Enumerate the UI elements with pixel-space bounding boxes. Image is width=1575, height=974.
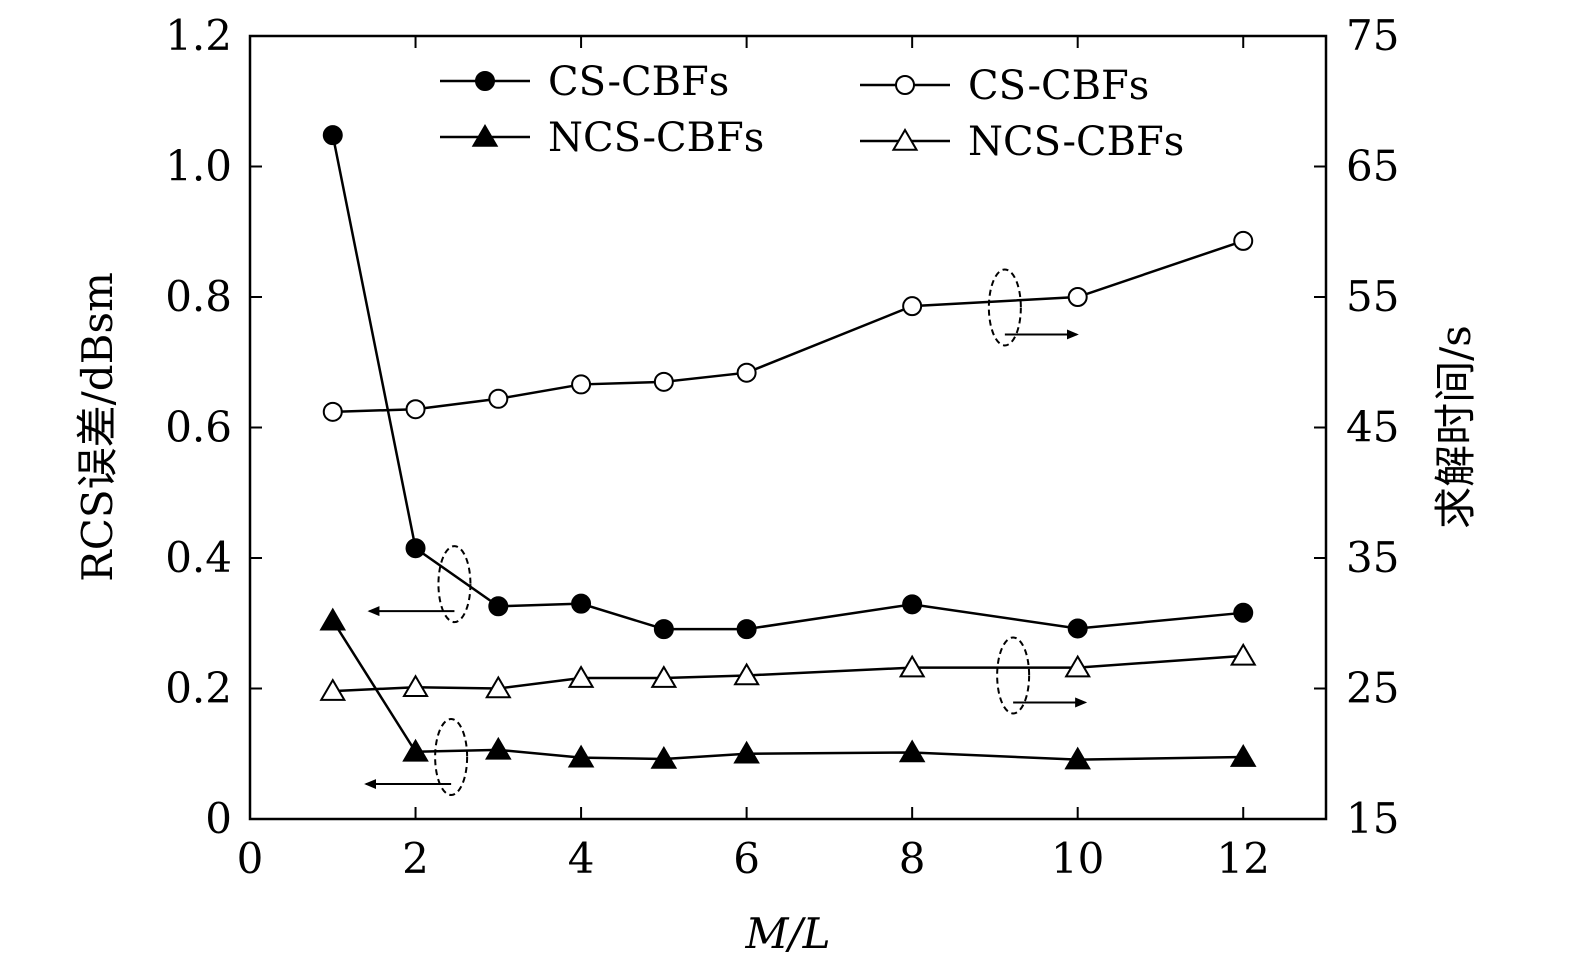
data-point xyxy=(571,593,592,614)
data-point xyxy=(475,71,495,91)
data-point xyxy=(488,596,509,617)
legend-label: NCS-CBFs xyxy=(968,119,1184,165)
y-right-tick-label: 65 xyxy=(1346,142,1399,191)
data-point xyxy=(485,675,512,699)
data-point xyxy=(1233,602,1254,623)
x-tick-label: 2 xyxy=(402,834,429,883)
y-axis-right-title: 求解时间/s xyxy=(1431,325,1480,529)
y-left-tick-label: 0 xyxy=(205,794,232,843)
data-point xyxy=(650,665,678,688)
series-layer xyxy=(319,125,1257,770)
data-point xyxy=(471,124,499,147)
axis-indicator-ellipse xyxy=(434,718,469,797)
y-right-tick-label: 35 xyxy=(1346,533,1399,582)
x-axis-title: M/L xyxy=(744,909,830,958)
data-point xyxy=(1229,744,1257,767)
data-point xyxy=(571,374,592,395)
x-tick-label: 6 xyxy=(733,834,760,883)
data-point xyxy=(488,388,509,409)
y-right-tick-label: 15 xyxy=(1346,794,1399,843)
data-point xyxy=(567,665,595,688)
x-tick-label: 4 xyxy=(568,834,595,883)
y-left-tick-label: 1.0 xyxy=(165,142,232,191)
legend-entry: NCS-CBFs xyxy=(860,119,1184,165)
y-right-tick-label: 55 xyxy=(1346,272,1399,321)
series-group xyxy=(319,642,1257,701)
axis-indicator-ellipse xyxy=(996,636,1031,715)
data-point xyxy=(898,739,926,763)
data-point xyxy=(891,128,919,151)
data-point xyxy=(1233,230,1254,251)
series-line xyxy=(331,134,1244,631)
legend: CS-CBFs NCS-CBFs CS-CBFs NCS-CBFs xyxy=(440,59,1184,165)
data-point xyxy=(650,745,678,769)
x-tick-label: 10 xyxy=(1051,834,1104,883)
data-point xyxy=(1229,642,1257,666)
legend-entry: NCS-CBFs xyxy=(440,115,764,161)
series-group xyxy=(322,125,1254,640)
x-tick-label: 0 xyxy=(237,834,264,883)
data-point xyxy=(402,674,429,697)
data-point xyxy=(485,736,512,760)
data-point xyxy=(902,594,923,615)
data-point xyxy=(402,738,429,762)
data-point xyxy=(319,607,347,631)
legend-label: CS-CBFs xyxy=(968,63,1149,109)
series-line xyxy=(332,239,1244,414)
data-point xyxy=(1064,746,1091,770)
data-point xyxy=(322,401,343,422)
series-line xyxy=(331,619,1244,761)
ticks: 0 2 4 6 8 10 12 0 0.2 0.4 0.6 0.8 1.0 1.2 15 25 35 45 55 65… xyxy=(165,11,1399,883)
legend-entry: CS-CBFs xyxy=(860,63,1149,109)
data-point xyxy=(898,654,926,678)
data-point xyxy=(322,125,343,146)
y-right-tick-label: 75 xyxy=(1346,11,1399,60)
x-tick-label: 12 xyxy=(1217,834,1270,883)
data-point xyxy=(1064,654,1091,678)
data-point xyxy=(895,75,915,95)
x-tick-label: 8 xyxy=(899,834,926,883)
data-point xyxy=(1067,618,1088,639)
data-point xyxy=(653,619,674,640)
y-left-tick-label: 0.8 xyxy=(165,272,232,321)
data-point xyxy=(733,740,760,764)
series-group xyxy=(319,607,1257,770)
legend-label: NCS-CBFs xyxy=(548,115,764,161)
data-point xyxy=(653,371,674,392)
y-left-tick-label: 0.2 xyxy=(165,664,232,713)
data-point xyxy=(736,619,757,640)
data-point xyxy=(405,538,426,559)
y-left-tick-label: 1.2 xyxy=(165,11,232,60)
axis-indicator-ellipse xyxy=(987,268,1022,347)
data-point xyxy=(733,662,760,686)
y-right-tick-label: 25 xyxy=(1346,664,1399,713)
legend-entry: CS-CBFs xyxy=(440,59,729,105)
data-point xyxy=(405,399,426,420)
data-point xyxy=(736,362,757,383)
annotations xyxy=(364,268,1088,797)
series-group xyxy=(322,230,1254,422)
y-right-tick-label: 45 xyxy=(1346,403,1399,452)
y-left-tick-label: 0.6 xyxy=(165,403,232,452)
y-axis-left-title: RCS误差/dBsm xyxy=(73,272,122,582)
legend-label: CS-CBFs xyxy=(548,59,729,105)
series-line xyxy=(332,654,1244,693)
data-point xyxy=(1067,287,1088,307)
data-point xyxy=(319,678,347,701)
y-left-tick-label: 0.4 xyxy=(165,533,232,582)
data-point xyxy=(567,744,595,768)
data-point xyxy=(902,296,923,317)
axis-indicator-ellipse xyxy=(437,545,472,624)
